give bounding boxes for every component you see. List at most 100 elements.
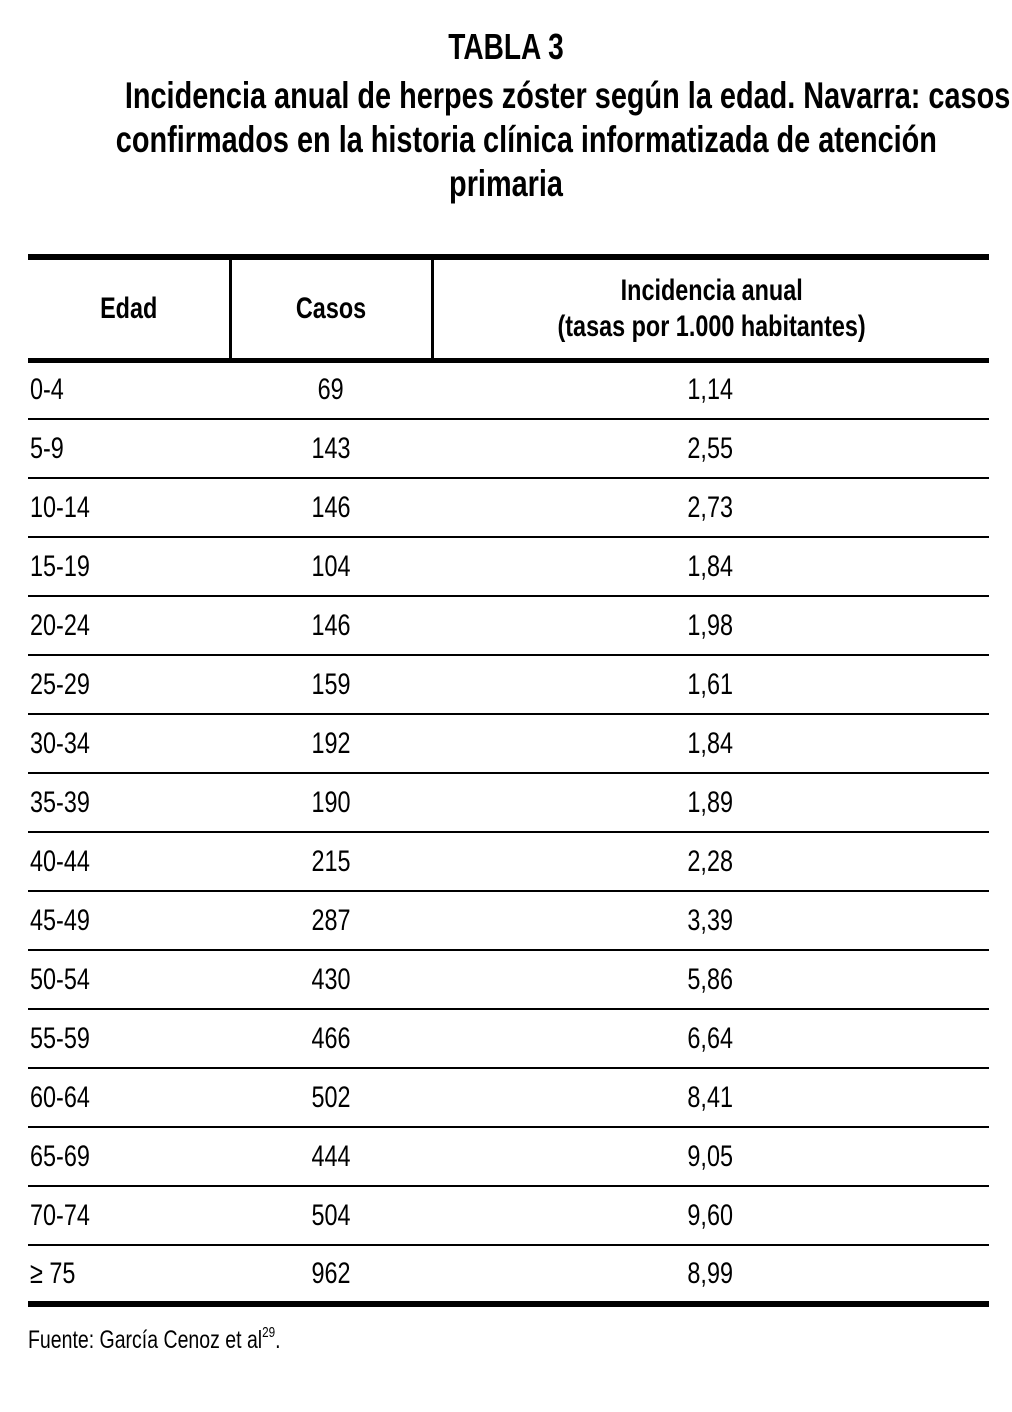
cell-casos: 287 (230, 890, 432, 950)
cell-casos-text: 146 (311, 608, 351, 642)
cell-incidencia-text: 2,28 (687, 844, 734, 878)
subtitle-line-3: primaria (0, 162, 1012, 206)
subtitle-line-1-text: Incidencia anual de herpes zóster según … (124, 75, 1011, 116)
cell-incidencia-text: 1,89 (687, 785, 734, 819)
cell-casos-text: 143 (311, 431, 351, 465)
table-row: 0-4 69 1,14 (28, 360, 989, 419)
cell-edad-text: 60-64 (30, 1080, 90, 1114)
cell-edad-text: 20-24 (30, 608, 90, 642)
cell-casos: 159 (230, 654, 432, 714)
cell-casos-text: 215 (311, 844, 351, 878)
cell-casos: 215 (230, 831, 432, 891)
cell-casos: 504 (230, 1185, 432, 1245)
table-row: 20-24 146 1,98 (28, 595, 989, 655)
subtitle-line-2: confirmados en la historia clínica infor… (0, 118, 1012, 162)
cell-incidencia: 6,64 (432, 1008, 989, 1068)
cell-edad-text: 70-74 (30, 1198, 90, 1232)
header-incidencia-line1-text: Incidencia anual (620, 273, 803, 307)
table-row: ≥ 75 962 8,99 (28, 1244, 989, 1304)
table-row: 45-49 287 3,39 (28, 890, 989, 950)
incidence-table: Edad Casos Incidencia anual (tasas por 1… (28, 254, 989, 1307)
title-block: TABLA 3 Incidencia anual de herpes zóste… (0, 0, 1012, 206)
table-row: 55-59 466 6,64 (28, 1008, 989, 1068)
table-row: 30-34 192 1,84 (28, 713, 989, 773)
cell-casos-text: 502 (311, 1080, 351, 1114)
header-edad-text: Edad (99, 291, 157, 325)
subtitle-line-3-text: primaria (449, 163, 563, 204)
table-row: 35-39 190 1,89 (28, 772, 989, 832)
cell-casos-text: 504 (311, 1198, 351, 1232)
cell-edad: 10-14 (28, 477, 230, 537)
source-note-text: Fuente: García Cenoz et al29. (28, 1325, 281, 1355)
cell-incidencia-text: 6,64 (687, 1021, 734, 1055)
cell-incidencia: 5,86 (432, 949, 989, 1009)
cell-incidencia-text: 1,84 (687, 726, 734, 760)
cell-edad: ≥ 75 (28, 1244, 230, 1304)
cell-incidencia: 1,89 (432, 772, 989, 832)
table-row: 5-9 143 2,55 (28, 418, 989, 478)
cell-incidencia: 9,60 (432, 1185, 989, 1245)
source-note-prefix: Fuente: García Cenoz et al (28, 1326, 263, 1354)
cell-incidencia-text: 1,61 (687, 667, 734, 701)
cell-casos: 430 (230, 949, 432, 1009)
cell-incidencia-text: 9,60 (687, 1198, 734, 1232)
cell-edad-text: 15-19 (30, 549, 90, 583)
cell-casos-text: 146 (311, 490, 351, 524)
cell-edad-text: 55-59 (30, 1021, 90, 1055)
cell-incidencia-text: 8,99 (687, 1256, 734, 1290)
cell-casos: 190 (230, 772, 432, 832)
cell-casos-text: 962 (311, 1256, 351, 1290)
table-row: 70-74 504 9,60 (28, 1185, 989, 1245)
cell-edad: 70-74 (28, 1185, 230, 1245)
cell-edad-text: 40-44 (30, 844, 90, 878)
source-note-suffix: . (275, 1326, 281, 1354)
cell-incidencia-text: 5,86 (687, 962, 734, 996)
cell-casos: 146 (230, 477, 432, 537)
source-note: Fuente: García Cenoz et al29. (28, 1325, 1012, 1355)
cell-casos-text: 444 (311, 1139, 351, 1173)
cell-casos-text: 69 (317, 373, 345, 407)
cell-edad-text: 0-4 (30, 373, 64, 407)
table-row: 60-64 502 8,41 (28, 1067, 989, 1127)
cell-edad: 30-34 (28, 713, 230, 773)
cell-casos-text: 159 (311, 667, 351, 701)
cell-casos: 502 (230, 1067, 432, 1127)
cell-casos: 146 (230, 595, 432, 655)
cell-casos-text: 192 (311, 726, 351, 760)
cell-edad: 65-69 (28, 1126, 230, 1186)
cell-casos-text: 430 (311, 962, 351, 996)
cell-incidencia-text: 2,55 (687, 431, 734, 465)
table-header-row: Edad Casos Incidencia anual (tasas por 1… (28, 257, 990, 363)
table-row: 65-69 444 9,05 (28, 1126, 989, 1186)
cell-incidencia: 9,05 (432, 1126, 989, 1186)
table-row: 25-29 159 1,61 (28, 654, 989, 714)
cell-incidencia-text: 1,98 (687, 608, 734, 642)
cell-edad: 50-54 (28, 949, 230, 1009)
cell-incidencia: 1,84 (432, 536, 989, 596)
cell-edad: 15-19 (28, 536, 230, 596)
cell-edad-text: 30-34 (30, 726, 90, 760)
table-subtitle: Incidencia anual de herpes zóster según … (0, 74, 1012, 206)
cell-casos: 444 (230, 1126, 432, 1186)
cell-casos: 69 (230, 360, 432, 419)
cell-edad-text: 35-39 (30, 785, 90, 819)
cell-casos: 104 (230, 536, 432, 596)
source-note-superscript: 29 (262, 1323, 276, 1341)
cell-edad: 60-64 (28, 1067, 230, 1127)
cell-edad: 5-9 (28, 418, 230, 478)
cell-casos-text: 190 (311, 785, 351, 819)
header-casos: Casos (228, 257, 432, 363)
header-incidencia-line1: Incidencia anual (434, 273, 990, 309)
cell-incidencia-text: 3,39 (687, 903, 734, 937)
cell-edad-text: 5-9 (30, 431, 64, 465)
cell-incidencia: 2,73 (432, 477, 989, 537)
cell-edad: 25-29 (28, 654, 230, 714)
cell-edad: 55-59 (28, 1008, 230, 1068)
cell-incidencia: 2,28 (432, 831, 989, 891)
cell-edad-text: 45-49 (30, 903, 90, 937)
table-row: 10-14 146 2,73 (28, 477, 989, 537)
cell-edad-text: ≥ 75 (30, 1256, 76, 1290)
header-incidencia-line2: (tasas por 1.000 habitantes) (434, 309, 990, 345)
table-label: TABLA 3 (0, 26, 1012, 68)
